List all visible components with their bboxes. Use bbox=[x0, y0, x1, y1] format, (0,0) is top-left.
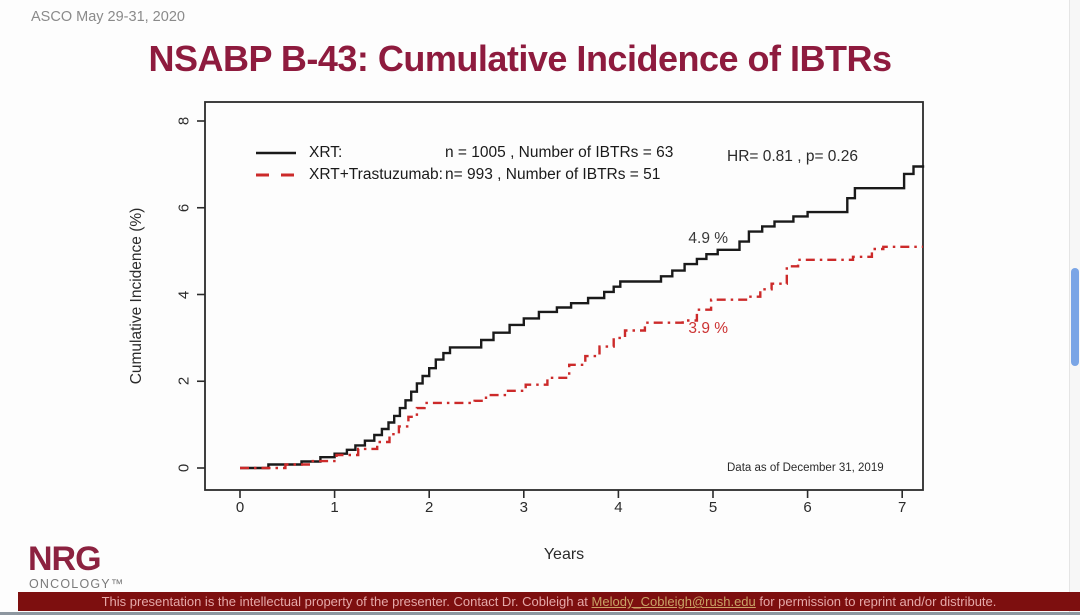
x-axis-title: Years bbox=[543, 546, 585, 563]
ip-bar-text-after: for permission to reprint and/or distrib… bbox=[755, 594, 997, 609]
y-tick-label: 8 bbox=[175, 116, 193, 126]
legend-label-xrt-trastuzumab: XRT+Trastuzumab: bbox=[309, 166, 443, 183]
legend-row-xrt: XRT: n = 1005 , Number of IBTRs = 63 bbox=[255, 142, 673, 164]
x-tick-label: 5 bbox=[708, 499, 718, 516]
legend-detail-xrt-trastuzumab: n= 993 , Number of IBTRs = 51 bbox=[445, 166, 661, 183]
hazard-ratio-stats: HR= 0.81 , p= 0.26 bbox=[727, 148, 858, 165]
nrg-oncology-label: ONCOLOGY™ bbox=[29, 577, 125, 591]
xrt-trastuzumab-line-sample-icon bbox=[256, 173, 296, 177]
x-tick-label: 7 bbox=[898, 499, 907, 516]
xrt-line-sample-icon bbox=[256, 151, 296, 155]
y-tick-label: 6 bbox=[175, 203, 193, 212]
scrollbar-thumb[interactable] bbox=[1071, 268, 1079, 366]
x-tick-label: 4 bbox=[614, 499, 623, 516]
legend-label-xrt: XRT: bbox=[309, 144, 343, 161]
y-tick-label: 2 bbox=[175, 377, 193, 386]
curve-xrt-trastuzumab bbox=[240, 245, 923, 470]
annotation-trastuzumab-3-9-pct: 3.9 % bbox=[688, 320, 729, 338]
y-tick-label: 0 bbox=[175, 463, 193, 473]
slide-title: NSABP B-43: Cumulative Incidence of IBTR… bbox=[148, 38, 893, 79]
annotation-xrt-4-9-pct: 4.9 % bbox=[688, 229, 729, 247]
window-bottom-edge bbox=[0, 612, 1080, 615]
ip-bar-text-before: This presentation is the intellectual pr… bbox=[101, 594, 592, 609]
x-tick-label: 2 bbox=[425, 499, 434, 516]
y-tick-label: 4 bbox=[175, 290, 193, 299]
legend-detail-xrt: n = 1005 , Number of IBTRs = 63 bbox=[445, 144, 674, 161]
chart-legend: XRT: n = 1005 , Number of IBTRs = 63 XRT… bbox=[255, 142, 673, 186]
intellectual-property-bar: This presentation is the intellectual pr… bbox=[18, 592, 1080, 611]
legend-row-xrt-trastuzumab: XRT+Trastuzumab: n= 993 , Number of IBTR… bbox=[255, 164, 673, 186]
data-cutoff-note: Data as of December 31, 2019 bbox=[727, 462, 884, 474]
x-tick-label: 0 bbox=[235, 499, 245, 516]
x-tick-label: 6 bbox=[803, 499, 812, 516]
x-tick-label: 3 bbox=[519, 499, 528, 516]
contact-email-link[interactable]: Melody_Cobleigh@rush.edu bbox=[591, 594, 756, 609]
nrg-logo: NRG bbox=[28, 540, 102, 578]
x-tick-label: 1 bbox=[330, 499, 339, 516]
y-axis-title: Cumulative Incidence (%) bbox=[128, 207, 145, 385]
conference-date: ASCO May 29-31, 2020 bbox=[31, 9, 185, 25]
curve-xrt bbox=[240, 165, 925, 470]
